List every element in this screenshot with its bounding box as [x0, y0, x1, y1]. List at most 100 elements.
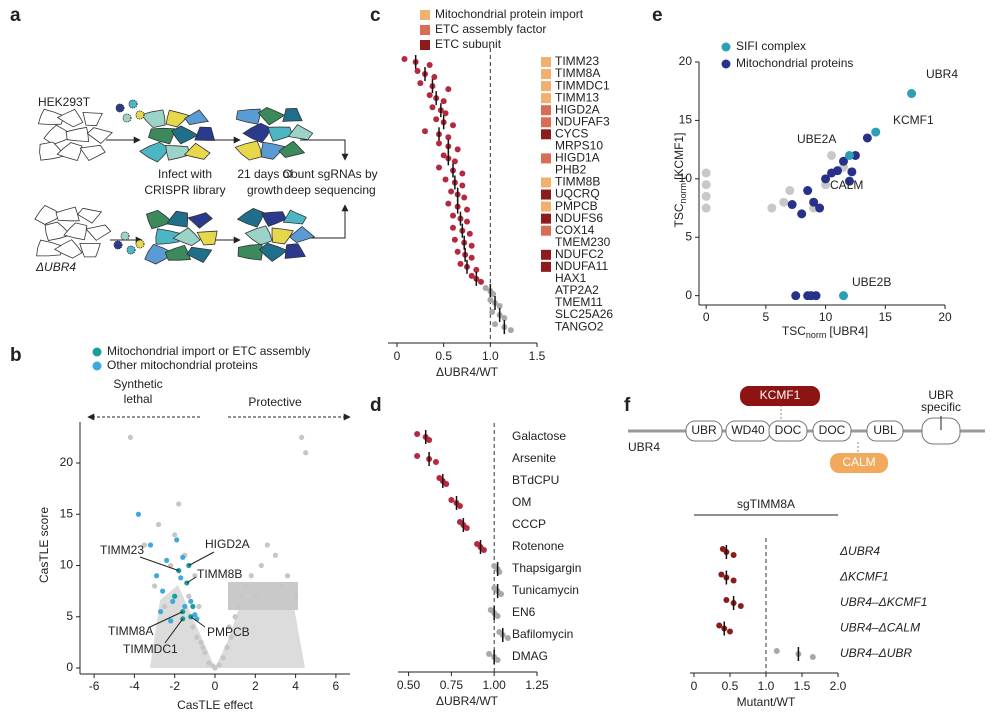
point [182, 603, 188, 610]
cell [196, 230, 218, 246]
category-label: ΔKCMF1 [839, 570, 889, 584]
cell [146, 209, 173, 230]
point [456, 503, 463, 509]
panel-label: f [624, 395, 631, 416]
cell [164, 244, 192, 261]
x-tick-label: 1.5 [794, 679, 811, 693]
x-tick-label: 15 [879, 310, 893, 324]
y-tick-label: 0 [685, 288, 692, 302]
category-label: NDUFS6 [555, 211, 603, 225]
panel-label: c [370, 5, 381, 26]
category-label: TIMMDC1 [555, 78, 610, 92]
point [414, 453, 421, 459]
cell [288, 225, 316, 244]
y-tick-label: 10 [60, 558, 74, 572]
point-label: TIMMDC1 [123, 642, 178, 656]
group-swatch [541, 129, 551, 140]
category-label: MRPS10 [555, 139, 603, 153]
cell [237, 243, 263, 261]
point [809, 654, 816, 660]
group-swatch [541, 177, 551, 188]
point [737, 603, 744, 609]
point [414, 68, 421, 75]
point [871, 127, 881, 137]
cell [77, 207, 103, 224]
cell [184, 109, 210, 126]
partner [740, 386, 820, 406]
point-label: HIGD2A [205, 537, 250, 551]
group-swatch [541, 225, 551, 236]
cell [257, 107, 286, 126]
annotation: Synthetic [113, 377, 162, 391]
legend-label: ETC subunit [435, 37, 502, 51]
y-tick-label: 0 [66, 660, 73, 674]
cell [56, 108, 84, 128]
category-label: HIGD2A [555, 102, 600, 116]
legend-marker [92, 347, 102, 357]
x-tick-label: 6 [333, 679, 340, 693]
point [198, 639, 204, 645]
point [459, 170, 466, 177]
x-tick-label: 0 [394, 349, 401, 363]
point [773, 648, 780, 654]
cell [166, 210, 189, 228]
category-label: TMEM11 [555, 295, 603, 309]
point [827, 150, 837, 160]
cell [183, 142, 211, 160]
y-tick-label: 20 [60, 455, 74, 469]
x-tick-label: 10 [819, 310, 833, 324]
panel-labels: a b c d e f [10, 5, 663, 416]
category-label: ATP2A2 [555, 283, 599, 297]
cell [65, 126, 89, 143]
point-label: KCMF1 [893, 113, 934, 127]
point [440, 152, 447, 159]
point [489, 309, 496, 316]
point [473, 266, 480, 273]
point [833, 166, 843, 176]
domain-label: UBL [873, 423, 897, 437]
point [417, 80, 424, 87]
category-label: PMPCB [555, 199, 598, 213]
point [815, 203, 825, 213]
x-tick-label: 1.5 [529, 349, 546, 363]
panel-label: a [10, 5, 21, 26]
leader-line [186, 576, 197, 584]
axis-label: CasTLE effect [177, 698, 253, 712]
axis-label: Mutant/WT [737, 695, 796, 709]
point [160, 588, 166, 594]
step-text: Count sgRNAs by [282, 167, 377, 181]
point [767, 203, 777, 213]
point [422, 128, 428, 135]
cell [261, 211, 287, 227]
point [135, 511, 142, 517]
cell [44, 221, 71, 241]
point [200, 644, 206, 651]
category-label: EN6 [512, 605, 536, 619]
point [190, 603, 196, 610]
x-tick-label: 4 [292, 679, 299, 693]
point [170, 598, 176, 604]
domain-label: specific [921, 400, 961, 414]
axis-label: TSCnorm [UBR4] [782, 324, 868, 340]
y-tick-label: 10 [679, 171, 693, 185]
cell [278, 140, 306, 158]
point [454, 146, 461, 153]
cell [282, 107, 303, 122]
point [414, 431, 421, 437]
category-label: ΔUBR4 [839, 544, 880, 558]
group-swatch [541, 93, 551, 104]
point [490, 290, 497, 297]
point [194, 634, 200, 640]
domain-label: UBR [691, 423, 717, 437]
point [162, 603, 168, 610]
protein-name: UBR4 [628, 440, 660, 454]
category-label: SLC25A26 [555, 307, 613, 321]
leader-line [188, 551, 215, 566]
x-tick-label: -2 [169, 679, 180, 693]
legend-label: SIFI complex [736, 39, 806, 53]
point [496, 303, 503, 309]
point [450, 224, 456, 231]
leader-line [164, 618, 184, 644]
category-label: Bafilomycin [512, 627, 573, 641]
